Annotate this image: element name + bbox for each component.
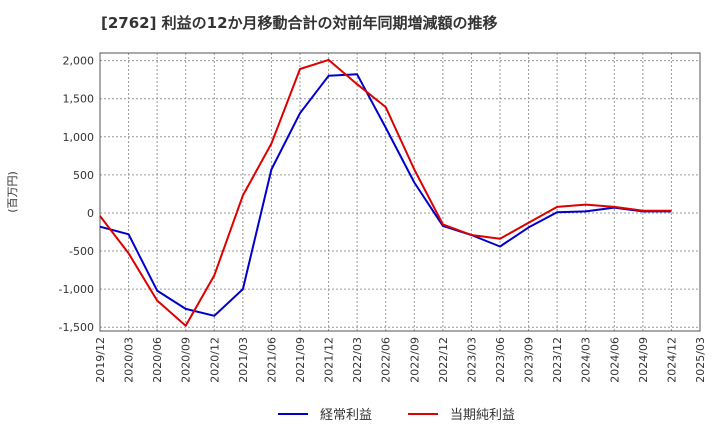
y-tick-label: -1,500 bbox=[59, 321, 94, 334]
x-tick-label: 2020/06 bbox=[151, 337, 164, 383]
chart-title: [2762] 利益の12か月移動合計の対前年同期増減額の推移 bbox=[101, 14, 498, 32]
x-tick-label: 2022/03 bbox=[351, 337, 364, 383]
x-tick-label: 2019/12 bbox=[94, 337, 107, 383]
y-tick-label: -500 bbox=[69, 245, 94, 258]
x-tick-label: 2025/03 bbox=[694, 337, 707, 383]
x-tick-label: 2024/09 bbox=[637, 337, 650, 383]
x-tick-label: 2020/09 bbox=[180, 337, 193, 383]
x-tick-label: 2020/03 bbox=[123, 337, 136, 383]
y-tick-label: -1,000 bbox=[59, 283, 94, 296]
y-tick-label: 2,000 bbox=[63, 55, 95, 68]
y-tick-label: 1,000 bbox=[63, 131, 95, 144]
x-tick-label: 2021/09 bbox=[294, 337, 307, 383]
x-tick-label: 2023/09 bbox=[523, 337, 536, 383]
x-tick-label: 2021/12 bbox=[323, 337, 336, 383]
x-tick-label: 2024/12 bbox=[665, 337, 678, 383]
legend-label: 経常利益 bbox=[320, 408, 372, 423]
plot-frame bbox=[99, 52, 701, 332]
y-axis-label: (百万円) bbox=[6, 171, 19, 213]
x-tick-label: 2020/12 bbox=[208, 337, 221, 383]
x-tick-label: 2023/06 bbox=[494, 337, 507, 383]
x-tick-label: 2023/03 bbox=[465, 337, 478, 383]
series-line-keijo-rieki bbox=[99, 73, 672, 317]
series-line-touki-junrieki bbox=[99, 58, 672, 327]
plot-area bbox=[100, 53, 700, 331]
x-tick-label: 2022/12 bbox=[437, 337, 450, 383]
x-tick-label: 2022/09 bbox=[408, 337, 421, 383]
y-tick-label: 500 bbox=[73, 169, 94, 182]
x-tick-label: 2024/06 bbox=[608, 337, 621, 383]
y-tick-label: 0 bbox=[87, 207, 94, 220]
x-tick-label: 2021/03 bbox=[237, 337, 250, 383]
x-tick-label: 2021/06 bbox=[265, 337, 278, 383]
x-tick-label: 2022/06 bbox=[380, 337, 393, 383]
x-tick-label: 2023/12 bbox=[551, 337, 564, 383]
x-tick-label: 2024/03 bbox=[580, 337, 593, 383]
legend-label: 当期純利益 bbox=[450, 408, 515, 423]
y-tick-label: 1,500 bbox=[63, 93, 95, 106]
